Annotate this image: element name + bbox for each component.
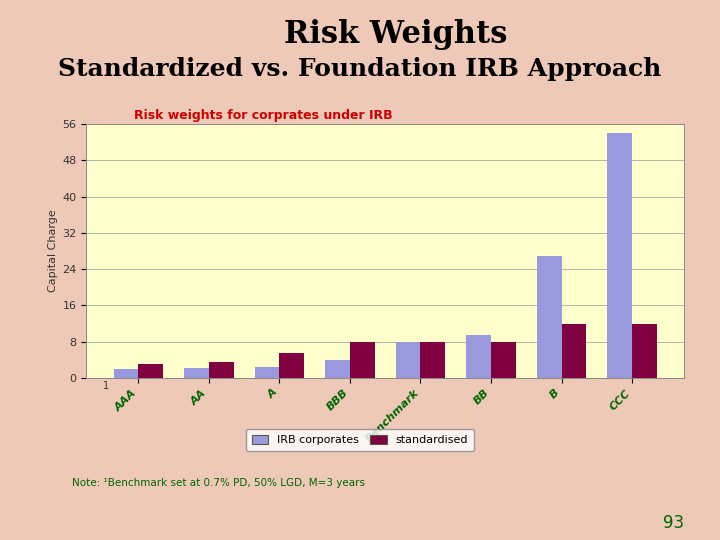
Text: Standardized vs. Foundation IRB Approach: Standardized vs. Foundation IRB Approach bbox=[58, 57, 662, 80]
Bar bbox=[420, 342, 445, 378]
Text: Risk Weights: Risk Weights bbox=[284, 19, 508, 50]
Text: Note: ¹Benchmark set at 0.7% PD, 50% LGD, M=3 years: Note: ¹Benchmark set at 0.7% PD, 50% LGD… bbox=[72, 478, 365, 488]
Bar bbox=[632, 323, 657, 378]
Bar bbox=[138, 364, 163, 378]
Bar bbox=[209, 362, 233, 378]
Bar bbox=[537, 255, 562, 378]
Bar bbox=[114, 369, 138, 378]
Bar bbox=[608, 133, 632, 378]
Bar bbox=[562, 323, 586, 378]
Legend: IRB corporates, standardised: IRB corporates, standardised bbox=[246, 429, 474, 451]
Y-axis label: Capital Charge: Capital Charge bbox=[48, 210, 58, 293]
Bar bbox=[491, 342, 516, 378]
Bar bbox=[467, 335, 491, 378]
Text: 93: 93 bbox=[663, 514, 684, 532]
Bar bbox=[255, 367, 279, 378]
Text: Risk weights for corprates under IRB: Risk weights for corprates under IRB bbox=[134, 109, 393, 122]
Bar bbox=[325, 360, 350, 378]
Bar bbox=[184, 368, 209, 378]
Bar bbox=[396, 342, 420, 378]
Bar bbox=[350, 342, 374, 378]
Bar bbox=[279, 353, 304, 378]
Text: 1: 1 bbox=[103, 381, 109, 390]
